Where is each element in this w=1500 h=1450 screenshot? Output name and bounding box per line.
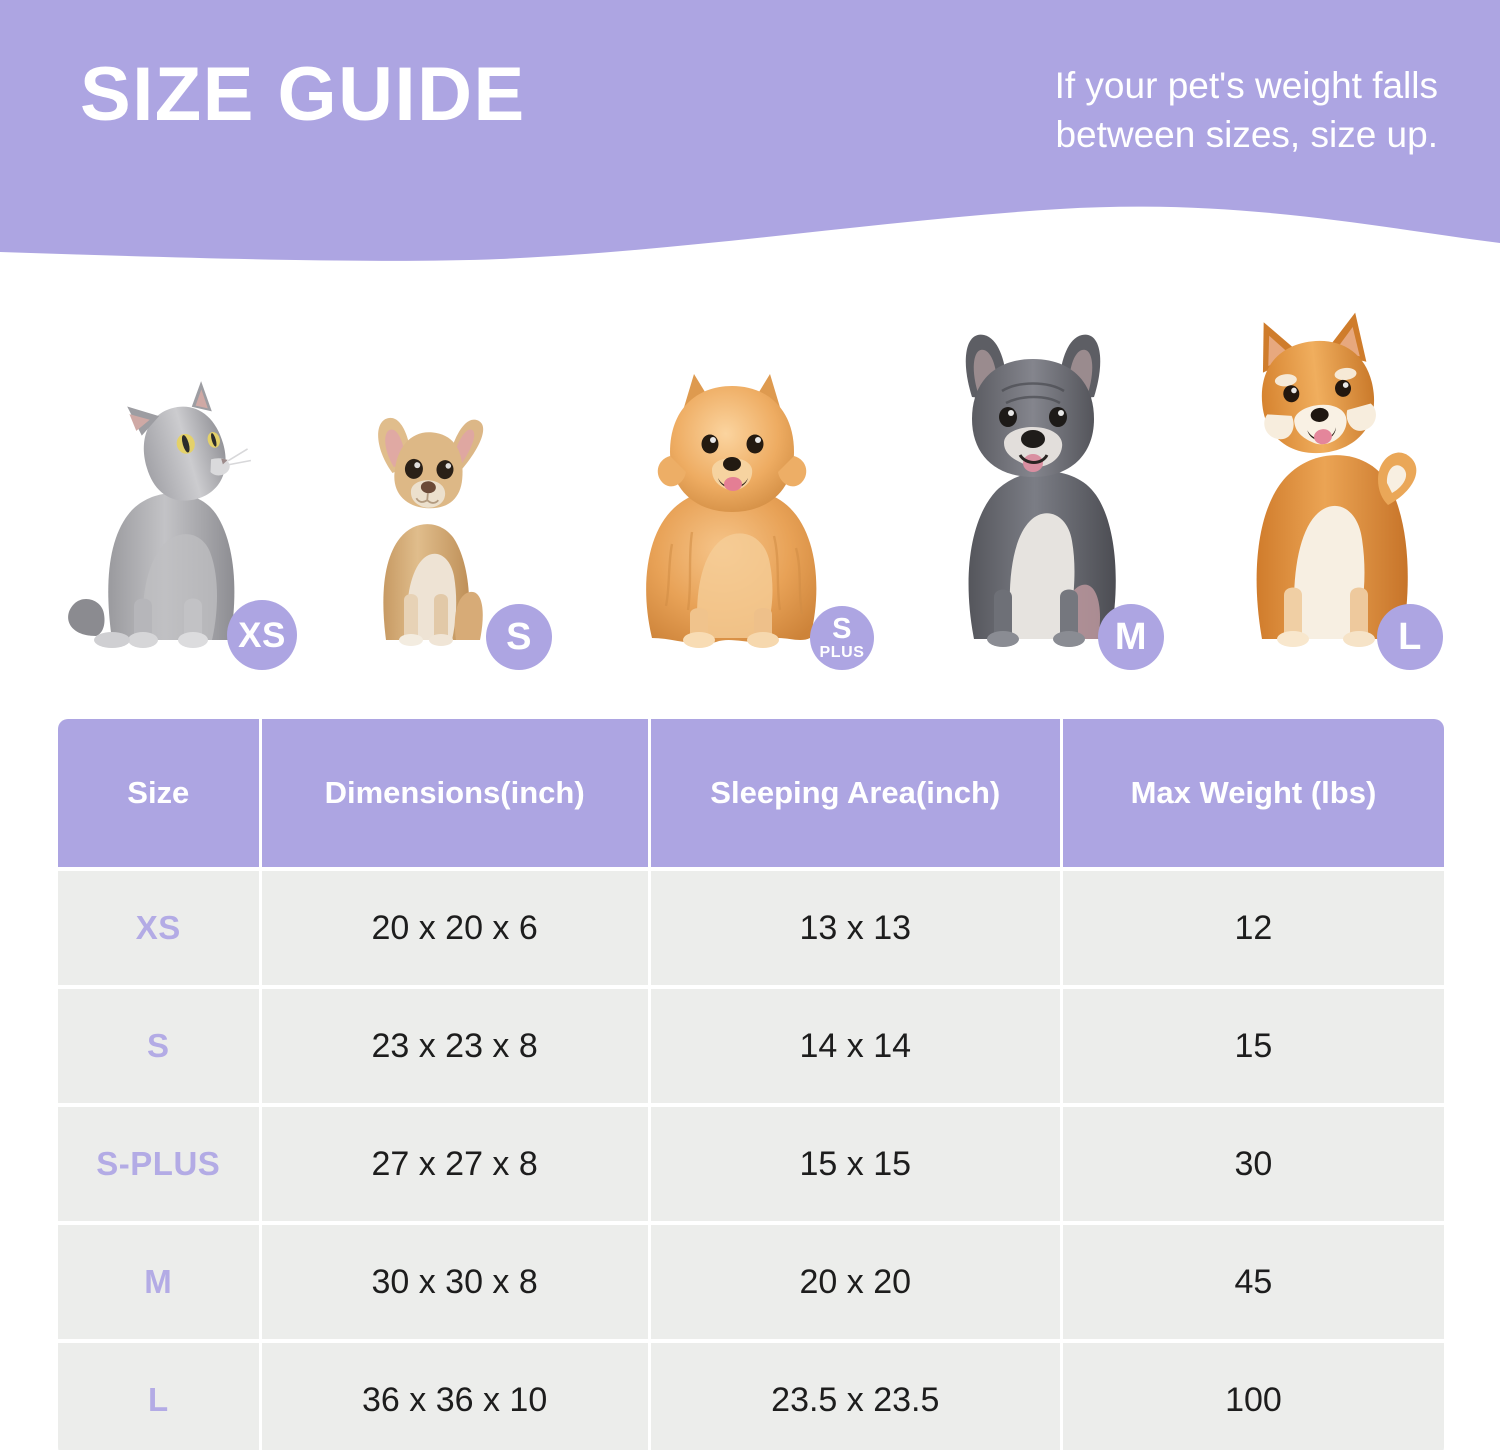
header-wave-shape — [0, 0, 1500, 261]
table-row: L 36 x 36 x 10 23.5 x 23.5 100 — [58, 1343, 1444, 1450]
header-band: SIZE GUIDE If your pet's weight falls be… — [0, 0, 1500, 275]
cell-max-weight: 100 — [1062, 1343, 1444, 1450]
header-note: If your pet's weight falls between sizes… — [918, 62, 1438, 160]
pet-cell-m: M — [928, 300, 1164, 670]
cell-sleeping-area: 14 x 14 — [650, 989, 1060, 1103]
cell-sleeping-area: 13 x 13 — [650, 871, 1060, 985]
table-row: M 30 x 30 x 8 20 x 20 45 — [58, 1225, 1444, 1339]
table-row: S 23 x 23 x 8 14 x 14 15 — [58, 989, 1444, 1103]
cell-max-weight: 12 — [1062, 871, 1444, 985]
cell-dimensions: 20 x 20 x 6 — [261, 871, 648, 985]
size-badge-l: L — [1377, 604, 1443, 670]
table-row: XS 20 x 20 x 6 13 x 13 12 — [58, 871, 1444, 985]
page-title: SIZE GUIDE — [80, 52, 526, 137]
size-table-body: XS 20 x 20 x 6 13 x 13 12 S 23 x 23 x 8 … — [58, 871, 1444, 1450]
size-table-header: Size Dimensions(inch) Sleeping Area(inch… — [58, 719, 1444, 867]
cell-size: XS — [58, 871, 259, 985]
cell-max-weight: 30 — [1062, 1107, 1444, 1221]
cell-size: S — [58, 989, 259, 1103]
pet-cell-s: S — [330, 300, 552, 670]
cell-dimensions: 36 x 36 x 10 — [261, 1343, 648, 1450]
size-badge-s-plus-label: S — [832, 613, 852, 645]
size-badge-xs: XS — [227, 600, 297, 670]
header-note-line-1: If your pet's weight falls — [1054, 65, 1438, 106]
cell-dimensions: 30 x 30 x 8 — [261, 1225, 648, 1339]
cat-illustration — [60, 368, 275, 648]
size-badge-l-label: L — [1398, 616, 1422, 658]
cell-size: M — [58, 1225, 259, 1339]
pet-cell-s-plus: S PLUS — [612, 300, 874, 670]
pomeranian-illustration — [612, 348, 852, 648]
header-note-line-2: between sizes, size up. — [1055, 113, 1438, 155]
cell-sleeping-area: 20 x 20 — [650, 1225, 1060, 1339]
cell-dimensions: 23 x 23 x 8 — [261, 989, 648, 1103]
cell-size: S-PLUS — [58, 1107, 259, 1221]
cell-size: L — [58, 1343, 259, 1450]
shiba-inu-illustration — [1210, 293, 1425, 648]
cell-max-weight: 15 — [1062, 989, 1444, 1103]
size-badge-s: S — [486, 604, 552, 670]
cell-max-weight: 45 — [1062, 1225, 1444, 1339]
chihuahua-illustration — [330, 388, 520, 648]
column-header-sleeping-area: Sleeping Area(inch) — [650, 719, 1060, 867]
size-badge-xs-label: XS — [238, 615, 286, 655]
column-header-max-weight: Max Weight (lbs) — [1062, 719, 1444, 867]
french-bulldog-illustration — [928, 313, 1138, 648]
pet-cell-l: L — [1210, 300, 1443, 670]
pets-row: XS — [0, 280, 1500, 670]
cell-dimensions: 27 x 27 x 8 — [261, 1107, 648, 1221]
column-header-dimensions: Dimensions(inch) — [261, 719, 648, 867]
size-badge-m: M — [1098, 604, 1164, 670]
size-badge-m-label: M — [1114, 616, 1148, 658]
table-row: S-PLUS 27 x 27 x 8 15 x 15 30 — [58, 1107, 1444, 1221]
size-badge-s-plus: S PLUS — [810, 606, 874, 670]
size-badge-s-plus-sublabel: PLUS — [819, 644, 865, 661]
pet-cell-xs: XS — [60, 300, 297, 670]
cell-sleeping-area: 23.5 x 23.5 — [650, 1343, 1060, 1450]
size-badge-s-label: S — [506, 616, 532, 658]
table-header-row: Size Dimensions(inch) Sleeping Area(inch… — [58, 719, 1444, 867]
size-table: Size Dimensions(inch) Sleeping Area(inch… — [55, 715, 1447, 1450]
column-header-size: Size — [58, 719, 259, 867]
cell-sleeping-area: 15 x 15 — [650, 1107, 1060, 1221]
